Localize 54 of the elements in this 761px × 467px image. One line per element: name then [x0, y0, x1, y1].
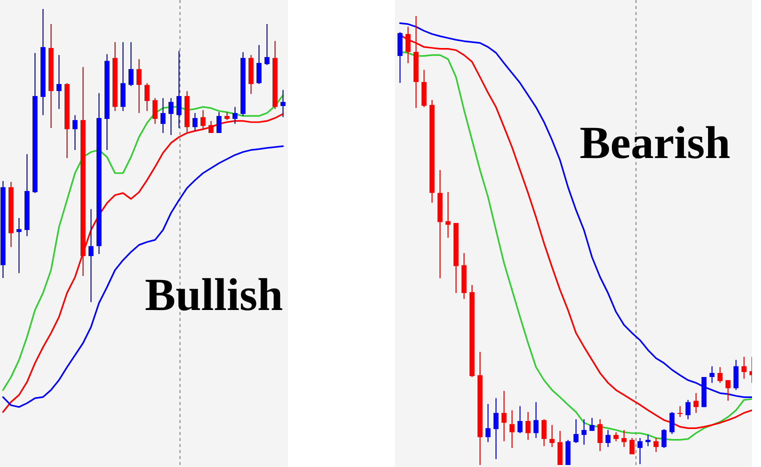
candlestick: [726, 380, 730, 402]
candlestick: [256, 44, 262, 85]
candlestick: [232, 106, 238, 124]
candlestick: [630, 438, 634, 455]
candlestick: [88, 208, 94, 303]
candlestick: [518, 406, 522, 434]
candlestick: [590, 417, 594, 432]
annotation: Bearish: [580, 117, 730, 168]
candlestick: [638, 438, 642, 465]
candlestick: [72, 114, 78, 150]
candlestick: [136, 58, 142, 114]
candlestick: [622, 429, 626, 448]
candlestick: [176, 50, 182, 128]
candlestick: [566, 439, 570, 466]
candlestick: [280, 89, 286, 118]
candlestick: [264, 23, 270, 66]
candlestick: [734, 359, 738, 391]
candlestick: [168, 98, 174, 136]
candlestick: [598, 418, 602, 452]
candlestick: [550, 424, 554, 448]
candlestick: [422, 69, 426, 108]
candlestick: [216, 112, 222, 134]
candlestick: [208, 120, 214, 134]
annotation: Bullish: [144, 269, 283, 320]
candlestick: [494, 398, 498, 460]
candlestick: [534, 402, 538, 439]
candlestick: [718, 366, 722, 384]
candlestick: [192, 112, 198, 132]
candlestick: [486, 403, 490, 443]
candlestick: [670, 412, 674, 435]
candlestick: [582, 418, 586, 446]
candlestick: [678, 406, 682, 418]
candlestick: [542, 418, 546, 447]
candlestick: [526, 412, 530, 440]
candlestick: [694, 392, 698, 414]
candlestick: [654, 438, 658, 452]
candlestick: [398, 32, 402, 84]
candlestick: [510, 410, 514, 448]
candlestick: [606, 429, 610, 448]
candlestick: [144, 82, 150, 112]
candlestick: [574, 418, 578, 444]
candlestick: [662, 428, 666, 448]
candlestick: [742, 356, 746, 380]
candlestick: [502, 390, 506, 442]
candlestick: [446, 192, 450, 238]
candlestick: [710, 366, 714, 384]
candlestick: [160, 98, 166, 134]
candlestick: [128, 42, 134, 87]
candlestick: [686, 399, 690, 420]
candlestick: [56, 54, 62, 110]
candlestick: [558, 430, 562, 466]
candlestick: [120, 42, 126, 112]
candlestick: [16, 217, 22, 274]
candlestick: [152, 98, 158, 124]
